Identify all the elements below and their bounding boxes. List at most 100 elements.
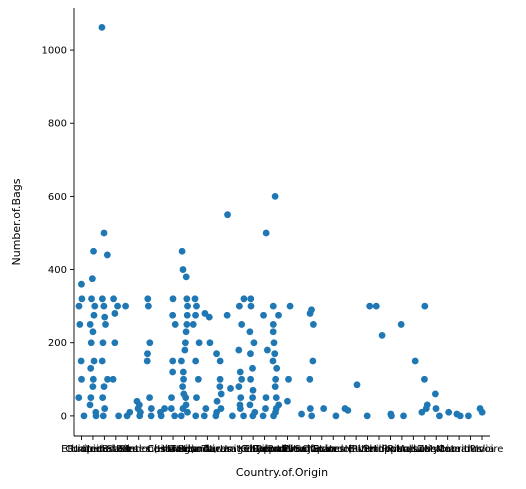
data-point — [75, 302, 83, 310]
data-point — [270, 339, 278, 347]
x-tick-label: Myanmar — [424, 444, 472, 455]
data-point — [143, 357, 151, 365]
data-point — [431, 390, 439, 398]
data-point — [269, 321, 277, 328]
data-point — [388, 412, 395, 420]
data-point — [238, 321, 246, 328]
data-point — [262, 394, 270, 401]
data-point — [147, 405, 155, 412]
x-tick-label: Haiti — [345, 444, 368, 455]
data-point — [421, 375, 428, 383]
data-point — [183, 295, 191, 303]
data-point — [192, 357, 200, 365]
x-tick-label: Vietnam — [358, 444, 400, 455]
x-tick-label: India — [470, 444, 495, 455]
data-point — [103, 251, 111, 259]
data-point — [192, 311, 199, 319]
data-point — [224, 211, 231, 219]
data-point — [87, 394, 95, 401]
data-point — [286, 302, 294, 310]
data-point — [191, 295, 199, 303]
data-point — [167, 405, 175, 412]
data-point — [146, 339, 154, 347]
data-point — [366, 302, 374, 310]
data-point — [171, 321, 179, 328]
data-point — [269, 302, 277, 310]
data-point — [223, 311, 231, 319]
x-tick-label: Thailand — [242, 444, 286, 455]
data-point — [202, 405, 210, 412]
data-point — [397, 321, 405, 328]
data-point — [308, 412, 316, 420]
data-point — [179, 383, 187, 391]
data-point — [271, 192, 279, 200]
data-point — [263, 346, 271, 354]
x-tick-label: Mexico — [167, 444, 202, 455]
y-tick-label: 0 — [61, 411, 67, 422]
data-points — [75, 23, 486, 420]
data-point — [273, 364, 281, 372]
data-point — [237, 394, 245, 401]
x-tick-label: Guatemala — [65, 444, 120, 455]
data-point — [90, 247, 97, 255]
y-tick-label: 1000 — [42, 46, 67, 57]
data-point — [236, 405, 244, 412]
data-point — [178, 247, 186, 255]
x-tick-label: Malawi — [396, 444, 431, 455]
data-point — [262, 229, 270, 237]
data-point — [229, 412, 236, 420]
data-point — [217, 390, 225, 398]
data-point — [147, 412, 155, 420]
data-point — [88, 295, 95, 303]
data-point — [236, 368, 244, 376]
data-point — [136, 412, 144, 420]
x-tick-label: Papua New Guinea — [252, 444, 346, 455]
data-point — [344, 406, 352, 414]
data-point — [171, 412, 179, 420]
data-point — [101, 405, 109, 412]
data-point — [456, 412, 464, 420]
data-point — [262, 405, 269, 412]
data-point — [86, 401, 94, 409]
y-tick-label: 400 — [48, 265, 67, 276]
data-point — [104, 375, 111, 383]
data-point — [89, 328, 97, 336]
data-point — [88, 275, 96, 283]
data-point — [400, 412, 407, 420]
data-point — [192, 412, 200, 420]
data-point — [247, 350, 254, 358]
data-point — [269, 357, 277, 365]
data-point — [183, 321, 191, 328]
x-tick-label: Kenya — [238, 444, 269, 455]
data-point — [181, 346, 189, 354]
x-tick-label: Brazil — [102, 444, 130, 455]
x-tick-label: Burundi — [348, 444, 387, 455]
data-point — [235, 346, 243, 354]
data-point — [421, 302, 429, 310]
data-point — [247, 295, 255, 303]
data-point — [298, 410, 305, 418]
data-point — [146, 394, 153, 401]
x-tick-label: Peru — [116, 444, 138, 455]
data-point — [123, 412, 131, 420]
data-point — [92, 412, 100, 420]
data-point — [90, 357, 98, 365]
data-point — [272, 394, 280, 401]
data-point — [269, 328, 277, 336]
data-point — [247, 375, 255, 383]
data-point — [78, 295, 86, 303]
x-tick-label: Indonesia — [126, 444, 174, 455]
data-point — [194, 375, 202, 383]
data-point — [177, 412, 185, 420]
data-point — [250, 339, 258, 347]
data-point — [216, 383, 224, 391]
data-point — [86, 321, 94, 328]
data-point — [98, 357, 106, 365]
data-point — [285, 375, 292, 383]
data-point — [100, 302, 108, 310]
data-point — [179, 266, 187, 273]
data-point — [259, 412, 267, 420]
data-point — [227, 385, 234, 392]
